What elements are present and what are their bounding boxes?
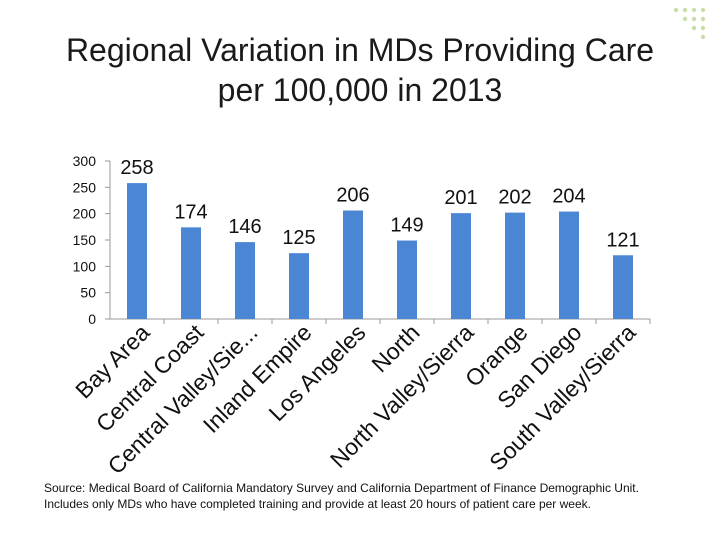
bar-4 — [289, 253, 309, 319]
y-tick-label: 300 — [73, 153, 97, 169]
data-label: 149 — [390, 215, 423, 237]
bar-2 — [181, 227, 201, 319]
corner-dot — [682, 7, 688, 13]
y-tick-label: 250 — [73, 179, 97, 195]
data-label: 146 — [228, 216, 261, 238]
y-tick-label: 0 — [88, 311, 96, 327]
source-note: Source: Medical Board of California Mand… — [44, 481, 639, 511]
y-tick-label: 150 — [73, 232, 97, 248]
data-label: 206 — [336, 185, 369, 207]
data-label: 174 — [174, 201, 207, 223]
chart-title-line1: Regional Variation in MDs Providing Care — [65, 32, 655, 68]
bar-7 — [451, 213, 471, 319]
bar-6 — [397, 240, 417, 319]
corner-dot — [700, 25, 706, 31]
corner-dot — [673, 7, 679, 13]
corner-dot — [682, 16, 688, 22]
data-label: 201 — [444, 187, 477, 209]
chart-title: Regional Variation in MDs Providing Care… — [0, 30, 720, 110]
data-label: 125 — [282, 227, 315, 249]
data-label: 258 — [120, 157, 153, 179]
corner-dot — [691, 16, 697, 22]
data-label: 204 — [552, 186, 585, 208]
chart-title-line2: per 100,000 in 2013 — [217, 72, 503, 108]
corner-dot — [691, 25, 697, 31]
bar-10 — [613, 255, 633, 319]
data-label: 202 — [498, 187, 531, 209]
corner-dot — [691, 7, 697, 13]
corner-dot — [700, 7, 706, 13]
y-tick-label: 200 — [73, 206, 97, 222]
corner-dot — [700, 34, 706, 40]
bar-1 — [127, 183, 147, 319]
bar-3 — [235, 242, 255, 319]
bar-8 — [505, 212, 525, 319]
bar-9 — [559, 211, 579, 319]
y-tick-label: 50 — [80, 285, 96, 301]
data-label: 121 — [606, 229, 639, 251]
bar-5 — [343, 210, 363, 319]
y-tick-label: 100 — [73, 258, 97, 274]
corner-dot — [700, 16, 706, 22]
